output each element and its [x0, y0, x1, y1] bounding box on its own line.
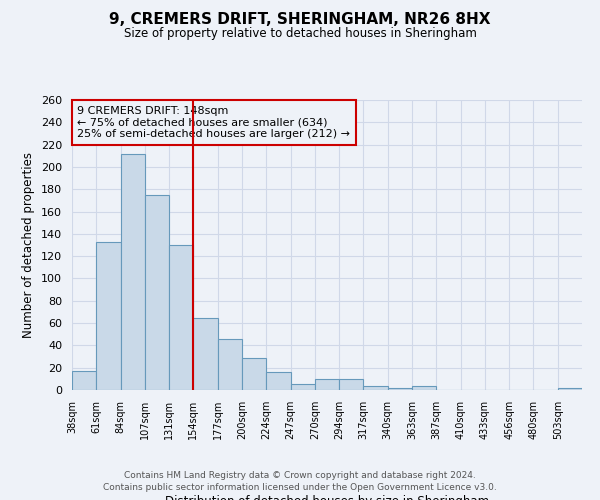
Bar — [266, 372, 290, 390]
Bar — [169, 245, 193, 390]
Bar — [72, 371, 96, 390]
Text: 9 CREMERS DRIFT: 148sqm
← 75% of detached houses are smaller (634)
25% of semi-d: 9 CREMERS DRIFT: 148sqm ← 75% of detache… — [77, 106, 350, 139]
Bar — [388, 388, 412, 390]
Bar — [558, 388, 582, 390]
Y-axis label: Number of detached properties: Number of detached properties — [22, 152, 35, 338]
X-axis label: Distribution of detached houses by size in Sheringham: Distribution of detached houses by size … — [165, 494, 489, 500]
Bar — [218, 338, 242, 390]
Text: 9, CREMERS DRIFT, SHERINGHAM, NR26 8HX: 9, CREMERS DRIFT, SHERINGHAM, NR26 8HX — [109, 12, 491, 28]
Bar — [364, 386, 388, 390]
Text: Size of property relative to detached houses in Sheringham: Size of property relative to detached ho… — [124, 28, 476, 40]
Bar — [96, 242, 121, 390]
Bar — [339, 379, 364, 390]
Bar — [121, 154, 145, 390]
Bar — [242, 358, 266, 390]
Bar — [193, 318, 218, 390]
Text: Contains public sector information licensed under the Open Government Licence v3: Contains public sector information licen… — [103, 484, 497, 492]
Text: Contains HM Land Registry data © Crown copyright and database right 2024.: Contains HM Land Registry data © Crown c… — [124, 471, 476, 480]
Bar — [145, 195, 169, 390]
Bar — [315, 379, 339, 390]
Bar — [290, 384, 315, 390]
Bar — [412, 386, 436, 390]
